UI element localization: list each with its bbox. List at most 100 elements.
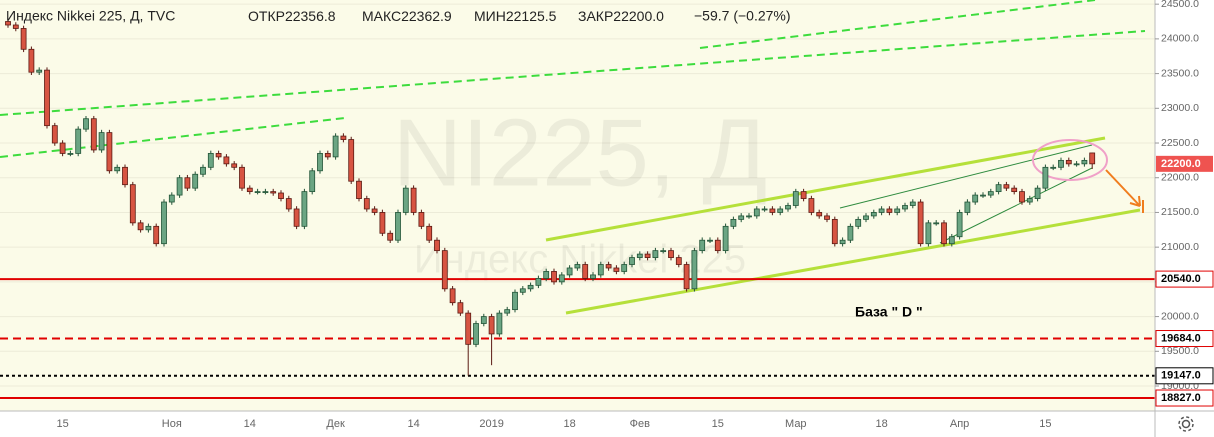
x-tick-label: Фев (630, 418, 650, 430)
candle-body (379, 212, 386, 234)
candle-body (668, 250, 674, 258)
candle-body (192, 173, 199, 189)
candle-body (465, 312, 472, 345)
candle-body (847, 225, 854, 241)
candle-body (808, 198, 815, 213)
candle-body (239, 166, 245, 189)
y-tick-label: 23500.0 (1161, 67, 1199, 79)
candle-body (597, 264, 604, 276)
stat-label: ЗАКР (578, 8, 613, 24)
candle-body (683, 264, 690, 290)
candle-body (1034, 187, 1041, 199)
candle-body (917, 201, 924, 245)
price-axis-background (1155, 0, 1214, 437)
candle-body (629, 257, 635, 265)
candle-body (410, 187, 417, 213)
candle-body (473, 323, 479, 345)
candle-body (137, 222, 144, 231)
candle-body (426, 225, 433, 241)
candle-body (605, 264, 612, 269)
y-tick-label: 21500.0 (1161, 206, 1199, 218)
y-tick-label: 23000.0 (1161, 102, 1199, 114)
x-tick-label: 15 (712, 418, 724, 430)
stat-value: 22125.5 (506, 8, 557, 24)
candle-body (964, 201, 971, 213)
candle-body (941, 222, 947, 245)
candle-body (75, 128, 82, 154)
settings-icon[interactable] (1178, 416, 1194, 432)
candle-body (270, 191, 277, 194)
candle-body (402, 187, 409, 213)
candle-body (613, 267, 620, 272)
candle-body (535, 277, 542, 286)
annotation: База " D " (855, 304, 923, 320)
stat-open: ОТКР22356.8 (248, 8, 336, 24)
candle-body (839, 239, 846, 245)
candle-body (114, 166, 121, 172)
wedge-line (839, 144, 1093, 209)
level-label-box (1155, 330, 1214, 348)
axis-labels: 19000.019500.020000.020500.021000.021500… (56, 0, 1214, 430)
level-label-box (1155, 389, 1214, 407)
candle-body (122, 166, 128, 186)
y-tick-label: 24000.0 (1161, 33, 1199, 45)
watermark-subtitle: Индекс Nikkei 225 (414, 238, 746, 282)
candle-body (972, 194, 979, 203)
channel-line (545, 136, 1106, 242)
highlight-ellipse (1032, 139, 1108, 181)
stat-label: МАКС (362, 8, 401, 24)
candle-body (566, 267, 573, 276)
candle-body (1011, 187, 1018, 193)
candle-body (660, 250, 667, 253)
candle-body (36, 69, 43, 73)
candle-body (746, 215, 752, 218)
candle-body (691, 250, 698, 290)
candle-body (582, 264, 589, 279)
candle-body (200, 166, 206, 175)
x-tick-label: 18 (875, 418, 887, 430)
candle-body (1050, 166, 1057, 169)
candle-body (434, 239, 440, 252)
candle-body (909, 201, 916, 206)
candle-body (457, 302, 464, 314)
candle-body (1089, 152, 1096, 165)
candle-body (730, 218, 737, 227)
candle-body (44, 69, 50, 127)
candle-body (792, 191, 799, 206)
candle-body (254, 191, 261, 194)
candle-body (551, 271, 557, 283)
level-label: 19147.0 (1161, 370, 1201, 382)
candle-body (980, 194, 986, 197)
candle-body (652, 250, 659, 258)
y-tick-label: 19500.0 (1161, 345, 1199, 357)
candle-body (769, 208, 776, 213)
stat-label: ОТКР (248, 8, 285, 24)
candle-body (574, 264, 581, 269)
chart-title: Индекс Nikkei 225, Д, TVC (6, 8, 175, 24)
candle-body (878, 208, 885, 213)
candle-body (215, 153, 222, 158)
candle-body (5, 21, 11, 26)
candle-body (278, 192, 284, 199)
level-label-box (1155, 270, 1214, 288)
candle-body (761, 208, 768, 211)
last-price-label: 22200.0 (1161, 158, 1201, 170)
y-tick-label: 22500.0 (1161, 137, 1199, 149)
x-tick-label: Дек (326, 418, 345, 430)
x-tick-label: 15 (1039, 418, 1051, 430)
candle-body (675, 257, 682, 265)
candle-body (223, 156, 230, 165)
candle-body (340, 135, 347, 140)
channel-line (565, 208, 1141, 315)
candle-body (51, 125, 58, 144)
candle-body (145, 225, 152, 231)
candle-body (90, 118, 97, 151)
candle-body (816, 212, 823, 217)
candle-body (504, 309, 511, 314)
candle-body (332, 135, 339, 158)
candle-body (785, 205, 791, 210)
candle-body (231, 163, 238, 168)
candle-body (902, 205, 908, 210)
time-axis-background (0, 411, 1155, 437)
